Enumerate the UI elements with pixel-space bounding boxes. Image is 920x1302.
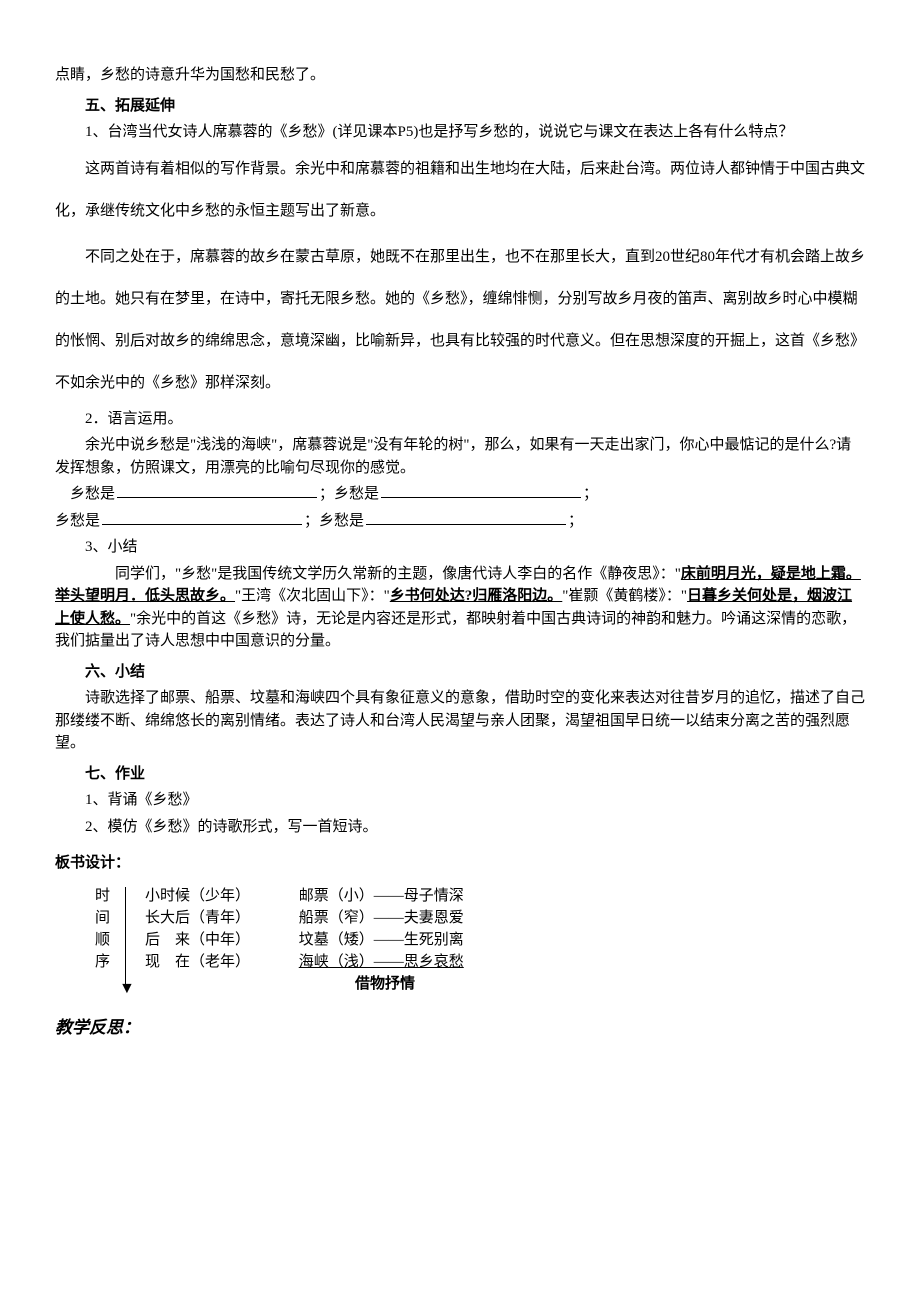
br3-c1: 现 在（老年） [145, 951, 295, 973]
fill-line-1: 乡愁是；乡愁是； [70, 483, 865, 506]
s5-end: "余光中的首这《乡愁》诗，无论是内容还是形式，都映射着中国古典诗词的神韵和魅力。… [55, 611, 856, 650]
fill-label-3: 乡愁是 [55, 513, 100, 529]
reflect-title: 教学反思： [55, 1015, 865, 1041]
br3-c2: 海峡（浅）——思乡哀愁 [299, 951, 559, 973]
br1-c2: 船票（窄）——夫妻恩爱 [299, 907, 559, 929]
vertical-label: 时 间 顺 序 [95, 885, 115, 973]
s5-summary: 同学们，"乡愁"是我国传统文学历久常新的主题，像唐代诗人李白的名作《静夜思》："… [55, 563, 865, 653]
board-row-3: 现 在（老年） 海峡（浅）——思乡哀愁 [145, 951, 559, 973]
board-row-1: 长大后（青年） 船票（窄）——夫妻恩爱 [145, 907, 559, 929]
fill-line-2: 乡愁是；乡愁是； [55, 510, 865, 533]
s5-mid1: "王湾《次北固山下》：" [235, 588, 390, 604]
blank-2[interactable] [381, 497, 581, 498]
br2-c1: 后 来（中年） [145, 929, 295, 951]
fill-label-4: 乡愁是 [319, 513, 364, 529]
blank-4[interactable] [366, 524, 566, 525]
s7-2: 2、模仿《乡愁》的诗歌形式，写一首短诗。 [55, 816, 865, 839]
board-row-2: 后 来（中年） 坟墓（矮）——生死别离 [145, 929, 559, 951]
blank-1[interactable] [117, 497, 317, 498]
br0-c1: 小时候（少年） [145, 885, 295, 907]
s5-poem2: 乡书何处达?归雁洛阳边。 [390, 588, 563, 604]
board-diagram: 时 间 顺 序 ▼ 小时候（少年） 邮票（小）——母子情深 长大后（青年） 船票… [95, 885, 865, 1005]
s5-n2: 2．语言运用。 [55, 408, 865, 431]
board-row-0: 小时候（少年） 邮票（小）——母子情深 [145, 885, 559, 907]
vertical-line [125, 887, 126, 987]
vl-2: 顺 [95, 929, 115, 951]
br0-c2: 邮票（小）——母子情深 [299, 885, 559, 907]
s5-p1: 这两首诗有着相似的写作背景。余光中和席慕蓉的祖籍和出生地均在大陆，后来赴台湾。两… [55, 148, 865, 232]
fill-label-1: 乡愁是 [70, 486, 115, 502]
s7-1: 1、背诵《乡愁》 [55, 789, 865, 812]
s5-q1: 1、台湾当代女诗人席慕蓉的《乡愁》(详见课本P5)也是抒写乡愁的，说说它与课文在… [55, 121, 865, 144]
board-title: 板书设计： [55, 852, 865, 875]
br1-c1: 长大后（青年） [145, 907, 295, 929]
board-rows: 小时候（少年） 邮票（小）——母子情深 长大后（青年） 船票（窄）——夫妻恩爱 … [145, 885, 559, 973]
top-line: 点睛，乡愁的诗意升华为国愁和民愁了。 [55, 64, 865, 87]
board-section: 板书设计： 时 间 顺 序 ▼ 小时候（少年） 邮票（小）——母子情深 长大后（… [55, 852, 865, 1005]
vl-3: 序 [95, 951, 115, 973]
s5-summary-part1: 同学们，"乡愁"是我国传统文学历久常新的主题，像唐代诗人李白的名作《静夜思》：" [115, 566, 681, 582]
s5-p3: 余光中说乡愁是"浅浅的海峡"，席慕蓉说是"没有年轮的树"，那么，如果有一天走出家… [55, 434, 865, 479]
s5-mid2: "崔颢《黄鹤楼》：" [562, 588, 687, 604]
vl-1: 间 [95, 907, 115, 929]
blank-3[interactable] [102, 524, 302, 525]
s6-p1: 诗歌选择了邮票、船票、坟墓和海峡四个具有象征意义的意象，借助时空的变化来表达对往… [55, 687, 865, 755]
vl-0: 时 [95, 885, 115, 907]
br2-c2: 坟墓（矮）——生死别离 [299, 929, 559, 951]
section5-title: 五、拓展延伸 [55, 95, 865, 118]
fill-label-2: 乡愁是 [334, 486, 379, 502]
s5-n3: 3、小结 [55, 536, 865, 559]
section6-title: 六、小结 [55, 661, 865, 684]
arrow-down-icon: ▼ [119, 981, 135, 997]
section7-title: 七、作业 [55, 763, 865, 786]
s5-p2: 不同之处在于，席慕蓉的故乡在蒙古草原，她既不在那里出生，也不在那里长大，直到20… [55, 236, 865, 404]
board-footer: 借物抒情 [355, 973, 415, 996]
